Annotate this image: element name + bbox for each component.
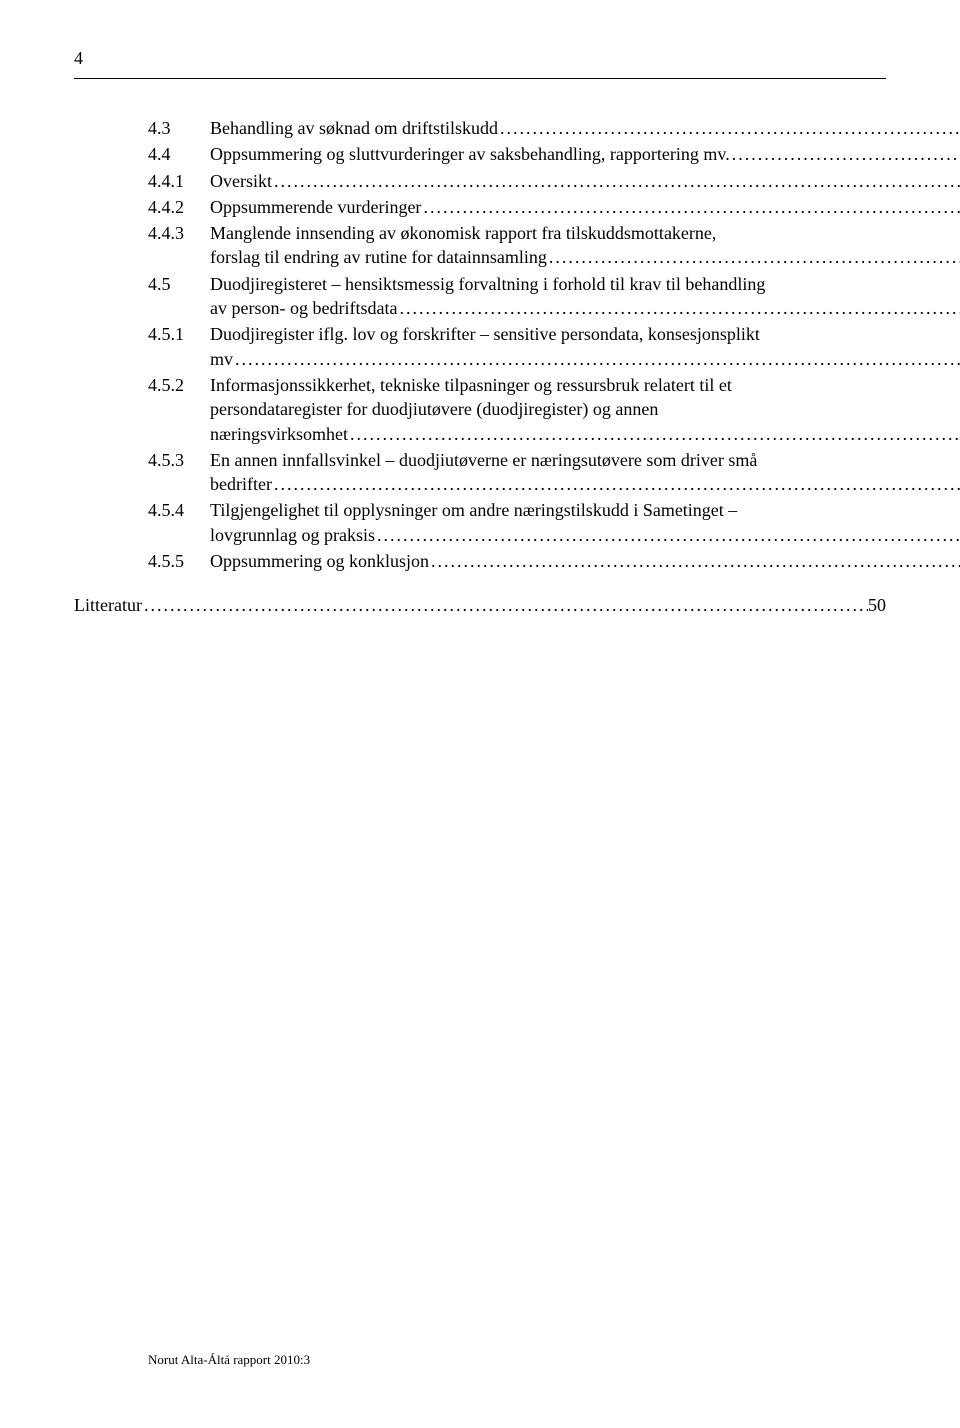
toc-entry: 4.4.2 Oppsummerende vurderinger ........… (148, 195, 886, 219)
toc-dots: ........................................… (348, 422, 960, 446)
toc-entry: 4.5.2 Informasjonssikkerhet, tekniske ti… (148, 373, 886, 446)
toc-entry: 4.5.5 Oppsummering og konklusjon .......… (148, 549, 886, 573)
toc-text: Litteratur (74, 595, 142, 616)
toc-entry: 4.5 Duodjiregisteret – hensiktsmessig fo… (148, 272, 886, 321)
toc-text: Tilgjengelighet til opplysninger om andr… (210, 498, 737, 522)
toc-dots: ........................................… (429, 549, 960, 573)
toc-entry: 4.5.3 En annen innfallsvinkel – duodjiut… (148, 448, 886, 497)
toc-entry: 4.3 Behandling av søknad om driftstilsku… (148, 116, 886, 140)
toc-number: 4.3 (148, 116, 210, 140)
toc-number: 4.5.4 (148, 498, 210, 522)
toc-dots: ........................................… (397, 296, 960, 320)
toc-dots: ........................................… (233, 347, 960, 371)
toc-text: En annen innfallsvinkel – duodjiutøverne… (210, 448, 757, 472)
toc-text: Manglende innsending av økonomisk rappor… (210, 221, 716, 245)
header-rule (74, 78, 886, 79)
toc-text: Behandling av søknad om driftstilskudd (210, 116, 498, 140)
toc-number: 4.4.1 (148, 169, 210, 193)
toc-number: 4.5 (148, 272, 210, 296)
toc-entry: 4.5.4 Tilgjengelighet til opplysninger o… (148, 498, 886, 547)
toc-number: 4.4 (148, 142, 210, 166)
footer-text: Norut Alta-Áltá rapport 2010:3 (148, 1352, 310, 1368)
toc-page: 50 (868, 595, 886, 616)
toc-text: Oppsummerende vurderinger (210, 195, 421, 219)
toc-number: 4.4.2 (148, 195, 210, 219)
toc-number: 4.4.3 (148, 221, 210, 245)
toc-entry: 4.5.1 Duodjiregister iflg. lov og forskr… (148, 322, 886, 371)
toc-text: Oppsummering og sluttvurderinger av saks… (210, 142, 730, 166)
toc-text: Oversikt (210, 169, 272, 193)
toc-text: Informasjonssikkerhet, tekniske tilpasni… (210, 373, 732, 397)
toc-dots: ........................................… (547, 245, 960, 269)
toc-text: bedrifter (210, 472, 272, 496)
page-number: 4 (74, 48, 83, 69)
toc-text: persondataregister for duodjiutøvere (du… (210, 397, 658, 421)
toc-dots: ........................................… (421, 195, 960, 219)
toc-number: 4.5.2 (148, 373, 210, 397)
toc-entry: 4.4 Oppsummering og sluttvurderinger av … (148, 142, 886, 166)
toc-dots: ........................................… (272, 169, 960, 193)
toc-text: forslag til endring av rutine for datain… (210, 245, 547, 269)
toc-text: Duodjiregister iflg. lov og forskrifter … (210, 322, 760, 346)
toc-text: mv (210, 347, 233, 371)
toc-number: 4.5.1 (148, 322, 210, 346)
toc-text: lovgrunnlag og praksis (210, 523, 375, 547)
toc-number: 4.5.3 (148, 448, 210, 472)
toc-entry: 4.4.3 Manglende innsending av økonomisk … (148, 221, 886, 270)
toc-entry-literature: Litteratur .............................… (74, 595, 886, 616)
toc-dots: ........................................… (272, 472, 960, 496)
toc-dots: ........................................… (375, 523, 960, 547)
toc-text: Oppsummering og konklusjon (210, 549, 429, 573)
toc-dots: ........................................… (142, 595, 868, 616)
toc-entry: 4.4.1 Oversikt .........................… (148, 169, 886, 193)
toc-dots: ........................................… (498, 116, 960, 140)
toc-text: av person- og bedriftsdata (210, 296, 397, 320)
toc-text: næringsvirksomhet (210, 422, 348, 446)
toc-text: Duodjiregisteret – hensiktsmessig forval… (210, 272, 765, 296)
toc-dots: ........................................… (730, 142, 960, 166)
toc-number: 4.5.5 (148, 549, 210, 573)
table-of-contents: 4.3 Behandling av søknad om driftstilsku… (148, 116, 886, 616)
